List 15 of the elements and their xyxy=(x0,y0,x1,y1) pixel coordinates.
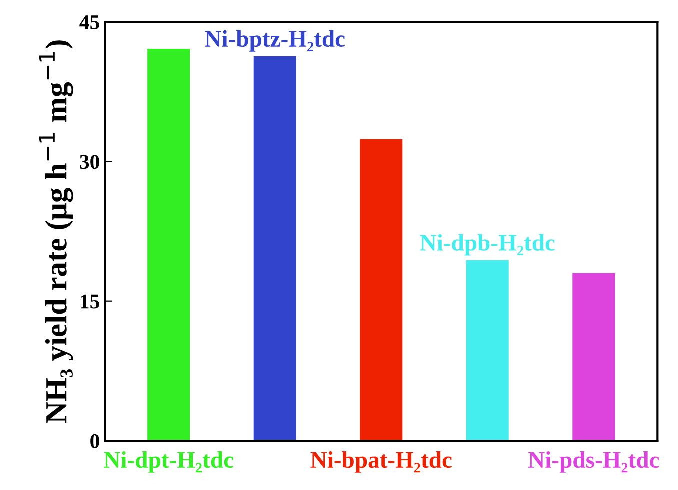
bar xyxy=(254,56,296,441)
bar xyxy=(572,273,616,441)
bar xyxy=(360,139,403,441)
x-tick-label: Ni-dpb-H₂tdc xyxy=(420,234,555,256)
x-tick-label: Ni-bptz-H₂tdc xyxy=(205,30,345,52)
y-tick-label: 15 xyxy=(81,294,100,309)
x-tick-label: Ni-pds-H₂tdc xyxy=(528,451,660,473)
bar xyxy=(466,260,509,441)
bar xyxy=(148,49,190,441)
y-axis-title: NH₃ yield rate (μg h$^{−1}$ mg$^{−1}$) xyxy=(39,40,74,424)
y-tick-label: 0 xyxy=(90,434,100,448)
y-tick-label: 45 xyxy=(80,16,100,30)
y-tick-label: 30 xyxy=(80,155,100,170)
x-tick-label: Ni-dpt-H₂tdc xyxy=(104,451,234,473)
x-tick-label: Ni-bpat-H₂tdc xyxy=(310,451,452,473)
